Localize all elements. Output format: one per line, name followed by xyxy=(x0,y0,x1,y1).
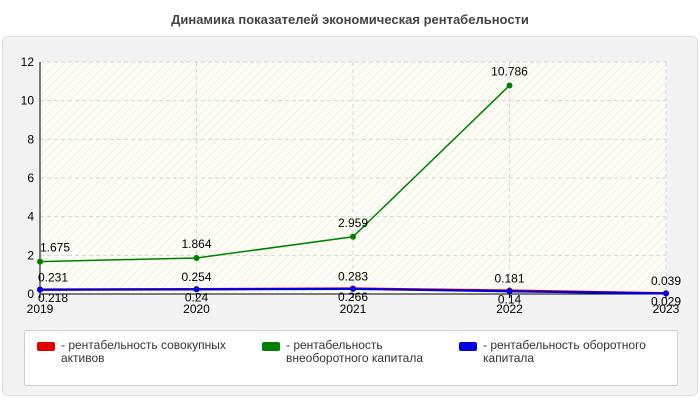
data-label: 0.24 xyxy=(185,290,209,304)
legend-label: - рентабельность совокупных активов xyxy=(61,338,226,365)
grid-lines xyxy=(40,61,667,294)
x-tick-label: 2019 xyxy=(27,302,54,316)
y-tick-label: 6 xyxy=(27,171,34,185)
data-point xyxy=(350,285,356,292)
x-tick-label: 2021 xyxy=(340,302,367,316)
data-point xyxy=(193,286,200,293)
data-label: 0.266 xyxy=(338,290,368,304)
data-label: 0.029 xyxy=(651,294,681,308)
y-tick-label: 12 xyxy=(21,55,35,69)
data-label: 2.959 xyxy=(338,216,368,230)
data-label: 1.864 xyxy=(181,237,211,251)
line-chart: 0 2 4 6 8 10 12 2019 2020 2021 2022 2023 0.231 0.254… xyxy=(21,55,682,316)
data-label: 10.786 xyxy=(491,64,528,78)
data-label: 0.231 xyxy=(38,271,68,285)
data-point xyxy=(350,233,356,240)
data-point xyxy=(193,254,200,261)
axes: 0 2 4 6 8 10 12 2019 2020 2021 2022 2023 xyxy=(21,55,680,316)
data-point xyxy=(506,82,513,89)
data-labels: 0.231 0.254 0.283 0.181 0.039 1.675 1.864 2.959… xyxy=(38,64,681,308)
y-tick-label: 2 xyxy=(27,248,34,262)
data-label: 0.283 xyxy=(338,270,368,284)
y-tick-label: 4 xyxy=(27,210,34,224)
legend-label: - рентабельность оборотного капитала xyxy=(483,338,646,365)
series-line xyxy=(39,84,511,263)
legend-swatch xyxy=(37,342,55,351)
x-tick-label: 2020 xyxy=(183,302,210,316)
x-tick-label: 2023 xyxy=(653,302,680,316)
data-point xyxy=(506,288,513,295)
y-tick-label: 8 xyxy=(27,132,34,146)
legend: - рентабельность совокупных активов - ре… xyxy=(24,330,678,386)
data-label: 0.254 xyxy=(181,270,211,284)
data-label: 1.675 xyxy=(40,241,70,255)
data-point xyxy=(663,290,669,297)
legend-swatch xyxy=(262,342,280,351)
data-label: 0.14 xyxy=(498,292,522,306)
legend-label: - рентабельность внеоборотного капитала xyxy=(286,338,423,365)
data-label: 0.181 xyxy=(494,272,524,286)
data-point xyxy=(37,258,43,265)
y-tick-label: 10 xyxy=(21,94,35,108)
data-point xyxy=(37,286,43,293)
y-tick-label: 0 xyxy=(27,287,34,301)
chart-title: Динамика показателей экономическая рента… xyxy=(171,12,529,27)
x-tick-label: 2022 xyxy=(496,302,523,316)
data-label: 0.218 xyxy=(38,291,68,305)
legend-swatch xyxy=(459,342,477,351)
series-group xyxy=(37,82,669,297)
data-label: 0.039 xyxy=(651,274,681,288)
